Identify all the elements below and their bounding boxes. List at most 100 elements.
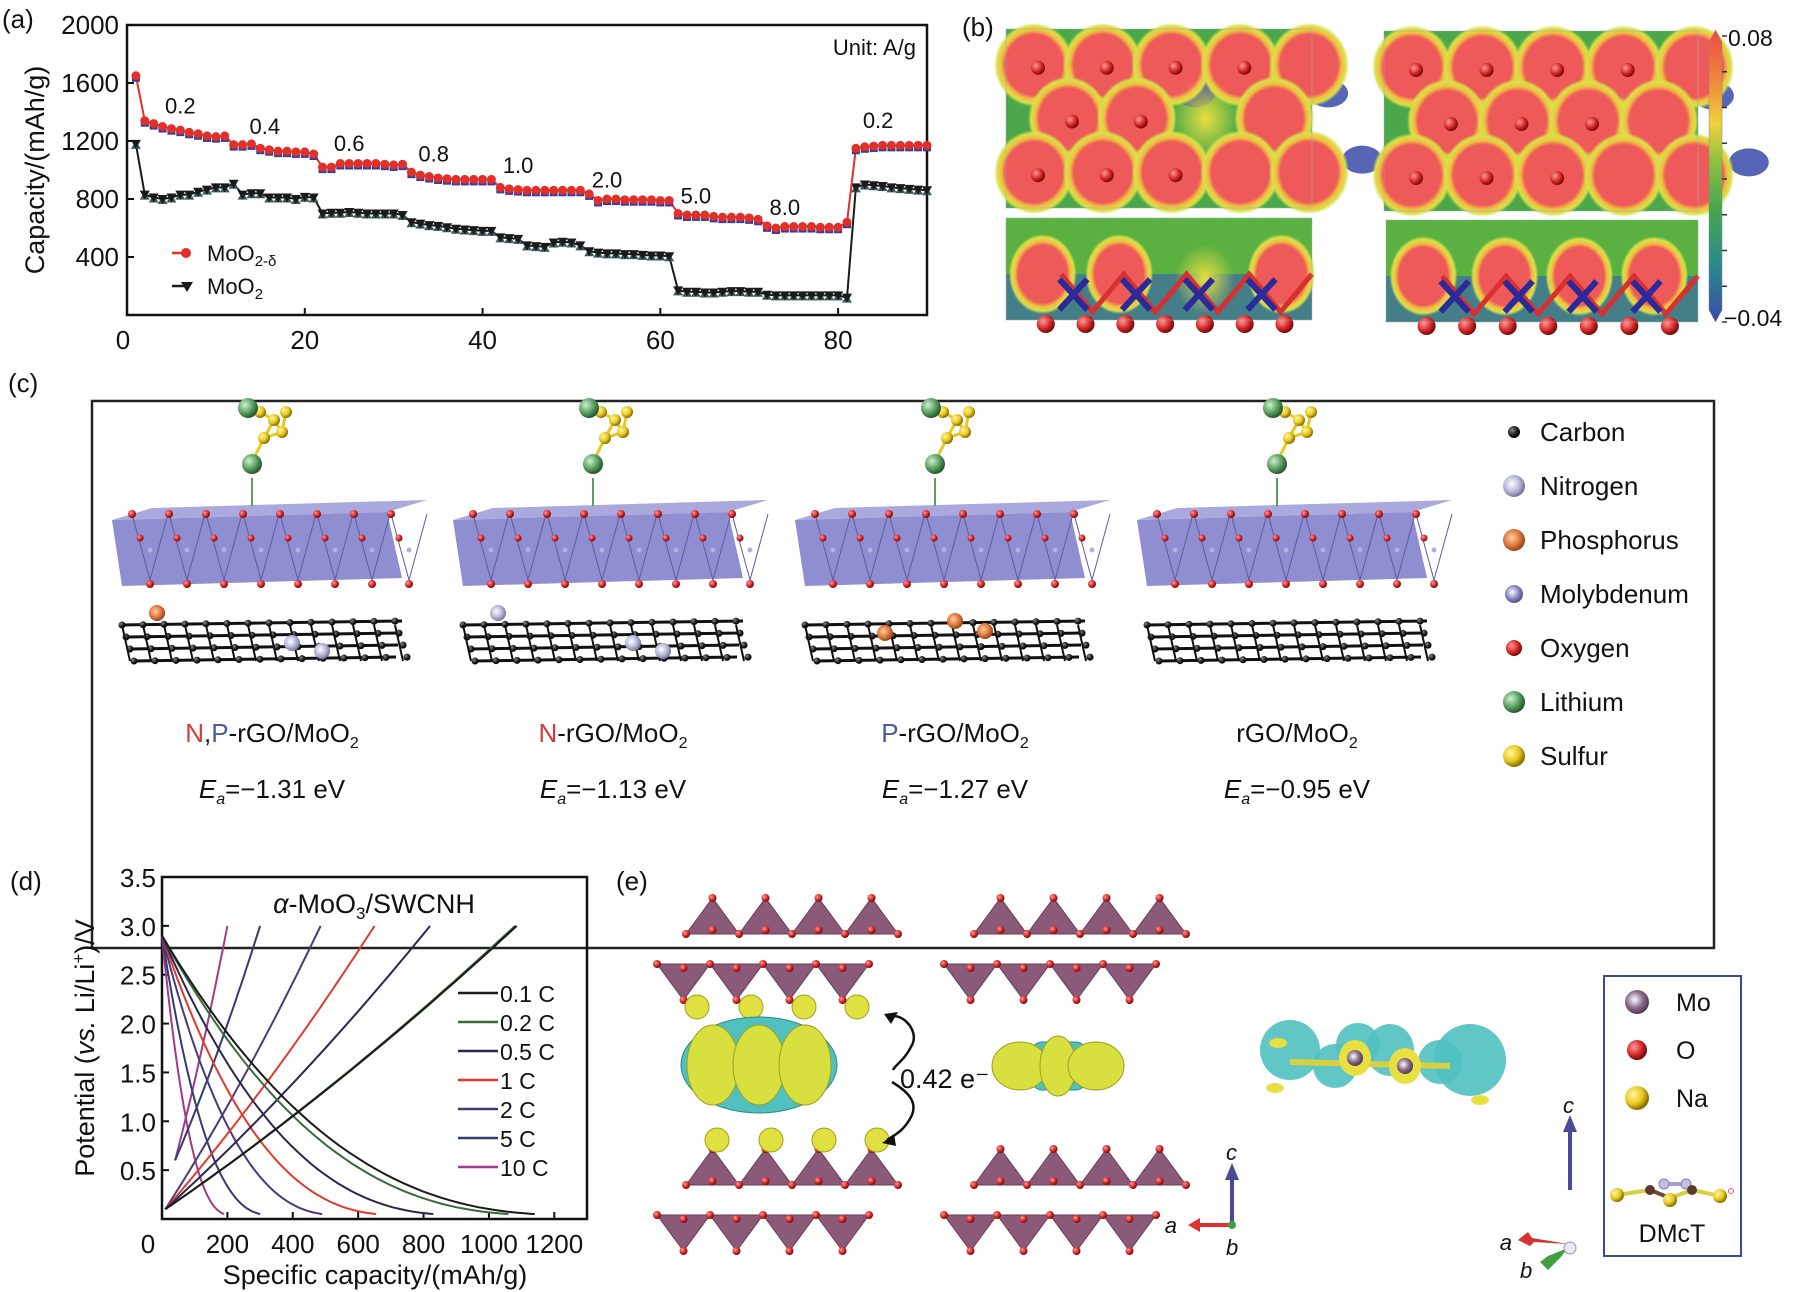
charge-density-lobe: [864, 1127, 890, 1153]
x-tick-label: 80: [824, 325, 853, 355]
data-point: [682, 210, 692, 220]
legend-item-moo2: MoO2: [172, 274, 263, 303]
lithium-atom: [583, 454, 603, 474]
data-point: [450, 224, 461, 234]
carbon-atom: [876, 656, 884, 664]
carbon-atom-icon: [1508, 426, 1520, 438]
oxygen-atom: [1065, 114, 1079, 129]
data-point: [584, 247, 595, 257]
carbon-atom: [1424, 641, 1432, 649]
moo2-slab: [1137, 512, 1427, 586]
carbon-atom: [723, 653, 731, 661]
carbon-atom: [513, 656, 521, 664]
rate-annotation: 0.4: [249, 114, 280, 139]
oxygen-atom: [1072, 964, 1081, 972]
colorbar-gradient: [1708, 29, 1723, 323]
oxygen-atom: [966, 1215, 975, 1223]
carbon-atom: [969, 619, 977, 627]
data-point: [771, 223, 781, 233]
carbon-atom: [1319, 643, 1327, 651]
data-point: [264, 193, 275, 203]
carbon-atom: [834, 657, 842, 665]
moo2-slab-top: [453, 500, 768, 520]
moo3-tetrahedra-row: [970, 1145, 1190, 1189]
oxygen-atom: [1409, 63, 1423, 77]
molybdenum-atom: [673, 547, 679, 553]
panel-a-y-axis-label: Capacity/(mAh/g): [20, 66, 50, 275]
carbon-atom: [855, 656, 863, 664]
data-point: [237, 190, 248, 200]
panel-a-x-ticks: 0 20 40 60 80: [116, 308, 853, 355]
carbon-atom: [1340, 642, 1348, 650]
molybdenum-atom: [562, 547, 568, 553]
data-point: [655, 195, 665, 205]
adsorption-energy: Ea=−1.27 eV: [882, 774, 1029, 808]
legend-item-lithium: Lithium: [1503, 687, 1624, 717]
x-tick-label: 0: [141, 1229, 155, 1259]
data-point: [868, 181, 879, 191]
molybdenum-atom: [184, 547, 190, 553]
accumulation-isosurface: [778, 1024, 832, 1106]
data-point: [824, 222, 834, 232]
charge-density-lobe: [844, 994, 870, 1020]
data-point: [318, 162, 328, 172]
data-point: [459, 225, 470, 235]
lithium-atom: [242, 454, 262, 474]
data-point: [815, 291, 826, 301]
oxygen-atom: [1301, 510, 1309, 518]
carbon-atom: [1416, 617, 1424, 625]
oxygen-atom: [865, 1211, 873, 1219]
graphene-bond: [735, 624, 745, 662]
oxygen-atom: [682, 1181, 690, 1189]
graphene-bond: [1356, 624, 1366, 662]
sulfur-atom: [951, 414, 963, 426]
graphene-bond: [909, 624, 919, 662]
carbon-atom: [1197, 656, 1205, 664]
carbon-atom: [1269, 619, 1277, 627]
oxygen-atom: [1235, 534, 1243, 542]
data-point: [726, 287, 737, 297]
legend-item-10c: 10 C: [458, 1155, 549, 1181]
x-tick-label: 40: [468, 325, 497, 355]
y-tick-label: 3.0: [120, 912, 156, 942]
oxygen-atom: [321, 534, 329, 542]
dmct-molecule-icon: [1610, 1178, 1734, 1207]
data-point: [700, 210, 710, 220]
carbon-atom: [822, 621, 830, 629]
legend-label: Molybdenum: [1540, 579, 1689, 609]
carbon-atom: [307, 618, 315, 626]
oxygen-atom: [1125, 964, 1134, 972]
structure-name: rGO/MoO2: [1236, 718, 1358, 752]
data-point: [344, 158, 354, 168]
oxygen-atom: [1383, 534, 1391, 542]
structure-name: N,P-rGO/MoO2: [185, 718, 359, 752]
legend-item-sulfur: Sulfur: [1503, 741, 1608, 771]
legend-item-2c: 2 C: [458, 1097, 536, 1123]
data-point: [424, 221, 435, 231]
sulfur-atom-icon: [1503, 745, 1525, 767]
graphene-bond: [567, 624, 577, 662]
panel-c-label: (c): [8, 368, 38, 398]
accumulation-region: [1269, 130, 1350, 215]
data-point: [460, 174, 470, 184]
oxygen-atom: [1182, 1181, 1190, 1189]
oxygen-atom: [930, 534, 938, 542]
carbon-atom: [1281, 655, 1289, 663]
series-moo2: [130, 139, 932, 303]
moo2-slab-top: [795, 500, 1110, 520]
legend-item-mo: Mo: [1625, 989, 1711, 1017]
data-point: [780, 222, 790, 232]
carbon-atom: [1164, 621, 1172, 629]
graphene-bond: [972, 624, 982, 662]
oxygen-atom: [706, 960, 714, 968]
oxygen-atom: [1171, 580, 1179, 588]
oxygen-atom: [1155, 1177, 1164, 1185]
map-border: [1005, 28, 1313, 209]
oxygen-atom: [761, 894, 770, 902]
data-point: [770, 291, 781, 301]
data-point: [895, 140, 905, 150]
data-point: [344, 208, 355, 218]
data-point: [202, 131, 212, 141]
oxygen-atom: [732, 996, 741, 1004]
data-point: [602, 249, 612, 259]
